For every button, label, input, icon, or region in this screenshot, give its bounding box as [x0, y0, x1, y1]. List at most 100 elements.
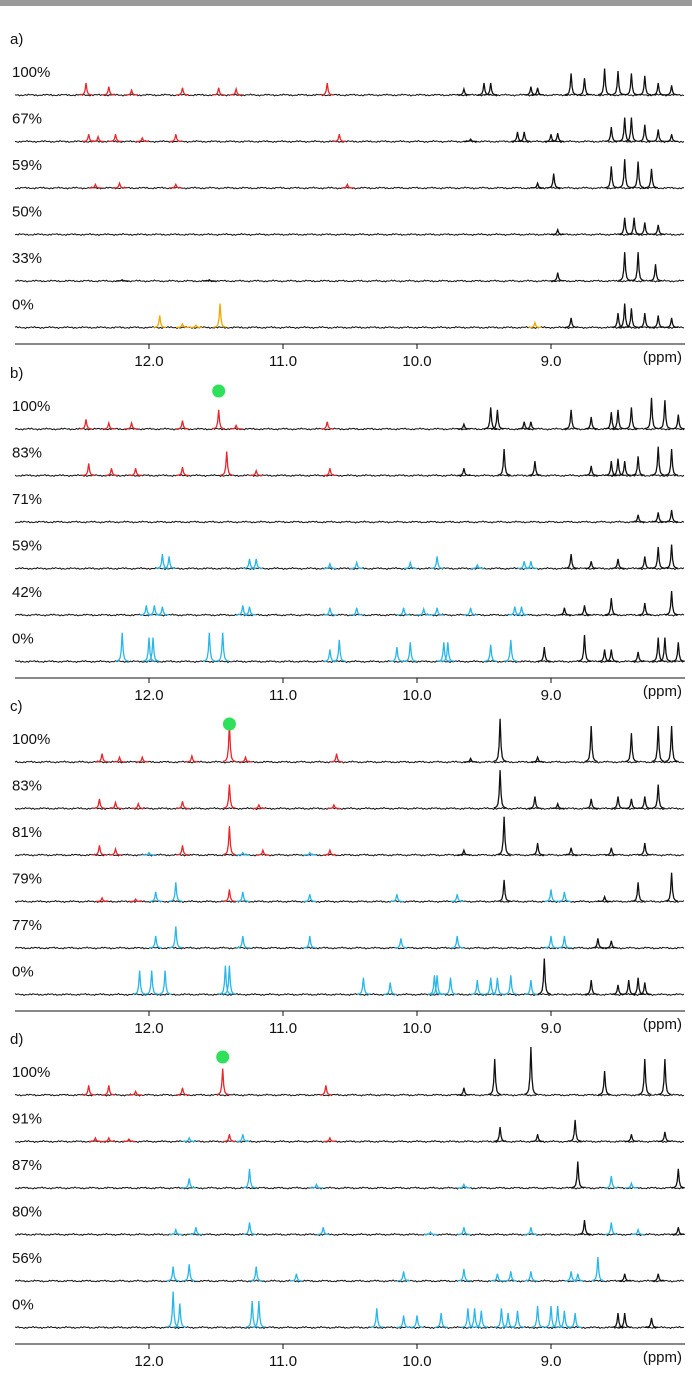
- baseline: [14, 853, 685, 857]
- baseline: [14, 1279, 685, 1283]
- peak: [236, 891, 250, 902]
- peak: [212, 87, 226, 96]
- peak: [665, 317, 679, 328]
- peak: [185, 753, 199, 763]
- peak: [665, 544, 679, 569]
- x-tick-label: 9.0: [541, 1353, 562, 1370]
- peak: [142, 851, 156, 856]
- peak: [169, 182, 183, 189]
- peak: [252, 1301, 266, 1328]
- peak: [494, 1308, 508, 1328]
- peak: [457, 1087, 471, 1096]
- peak: [327, 803, 341, 810]
- peak: [631, 252, 645, 282]
- peak: [417, 606, 431, 616]
- baseline: [14, 232, 685, 237]
- peak: [236, 935, 250, 949]
- peak: [638, 313, 652, 328]
- peak: [524, 1271, 538, 1282]
- peak: [155, 606, 169, 616]
- peak: [109, 800, 122, 810]
- peak: [531, 755, 545, 763]
- x-tick-label: 11.0: [269, 687, 297, 704]
- trace-label: 71%: [12, 491, 42, 508]
- peak: [109, 134, 122, 143]
- x-tick-label: 9.0: [541, 687, 562, 704]
- peak: [618, 252, 632, 282]
- peak: [470, 563, 484, 570]
- peak: [638, 124, 652, 142]
- peak: [95, 753, 109, 763]
- trace-label: 81%: [12, 824, 42, 841]
- peak: [544, 889, 558, 902]
- peak: [397, 607, 411, 616]
- trace-label: 87%: [12, 1157, 42, 1174]
- peak: [624, 117, 638, 142]
- peak: [169, 926, 183, 949]
- peak: [202, 278, 216, 282]
- peak: [82, 1085, 96, 1096]
- trace-label: 59%: [12, 537, 42, 554]
- peak: [631, 456, 645, 476]
- peak: [477, 82, 491, 96]
- peak: [551, 132, 565, 143]
- peak: [665, 449, 679, 476]
- peak: [578, 78, 591, 96]
- peak: [457, 468, 471, 477]
- baseline: [14, 93, 685, 97]
- x-tick-label: 12.0: [134, 687, 163, 704]
- peak: [222, 965, 236, 995]
- peak: [564, 847, 578, 856]
- peak: [618, 461, 632, 476]
- peak: [638, 556, 652, 569]
- peak: [222, 889, 236, 902]
- peak: [129, 1089, 143, 1096]
- baseline: [14, 279, 685, 283]
- trace-label: 91%: [12, 1110, 42, 1127]
- baseline: [14, 899, 685, 904]
- trace-label: 0%: [12, 1296, 34, 1313]
- peak: [310, 1182, 323, 1189]
- baseline: [14, 992, 685, 997]
- peak: [604, 1222, 618, 1235]
- x-tick-label: 11.0: [269, 1353, 297, 1370]
- peak: [131, 801, 145, 810]
- peak: [627, 217, 641, 235]
- peak: [551, 801, 565, 810]
- peak: [564, 73, 578, 96]
- peak: [638, 842, 652, 856]
- peak: [176, 87, 189, 96]
- peak: [638, 1058, 652, 1096]
- peak: [323, 468, 337, 477]
- peak: [618, 1313, 632, 1328]
- peak: [430, 607, 444, 616]
- peak: [644, 168, 659, 189]
- peak: [222, 1134, 236, 1143]
- panel-label: b): [10, 365, 23, 382]
- peak: [249, 468, 263, 477]
- peak: [146, 637, 160, 662]
- peak: [464, 607, 478, 616]
- peak: [638, 222, 652, 235]
- trace-label: 83%: [12, 777, 42, 794]
- peak: [671, 642, 685, 662]
- peak: [129, 468, 143, 477]
- peak: [457, 1227, 471, 1236]
- peak: [457, 1182, 471, 1189]
- peak: [611, 558, 625, 569]
- baseline: [14, 1325, 684, 1330]
- peak: [484, 82, 498, 96]
- trace-label: 50%: [12, 203, 42, 220]
- peak: [249, 1266, 263, 1282]
- peak: [113, 181, 126, 189]
- peak: [517, 131, 531, 142]
- peak: [493, 770, 507, 809]
- peak: [584, 416, 598, 430]
- peak: [139, 605, 153, 616]
- peak: [490, 409, 504, 430]
- peak: [332, 134, 346, 143]
- peak: [528, 461, 542, 476]
- peak: [149, 891, 163, 902]
- peak: [323, 848, 337, 856]
- peak: [323, 1136, 337, 1143]
